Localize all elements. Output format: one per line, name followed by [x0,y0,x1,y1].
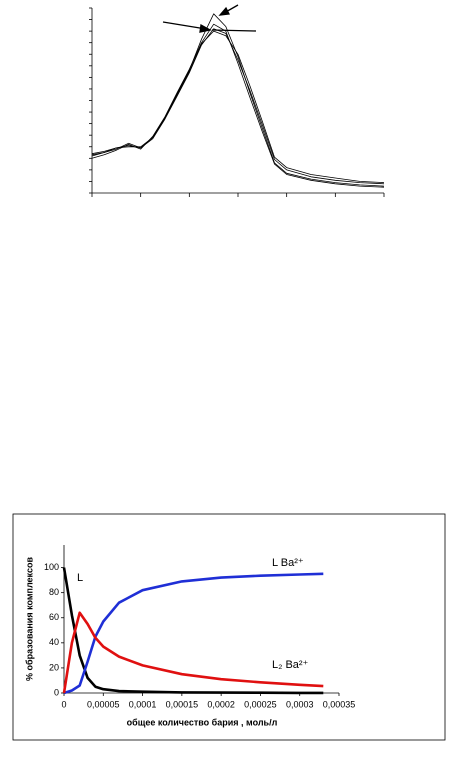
arrowhead [218,6,230,16]
series-line [62,567,324,695]
y-tick-label: 40 [49,637,59,647]
x-tick-label: 0,00015 [166,699,199,709]
x-tick-label: 0,00025 [244,699,277,709]
x-axis-title: общее количество бария , моль/л [127,717,278,727]
x-tick-label: 0,00005 [87,699,120,709]
y-tick-label: 60 [49,612,59,622]
arrow [162,21,207,30]
y-tick-label: 80 [49,587,59,597]
series-line [62,611,324,694]
arrowhead [199,23,212,33]
series-line [91,23,385,188]
y-axis-title: % образования комплексов [24,557,34,681]
series-line [91,28,385,185]
x-tick-label: 0,00035 [323,699,356,709]
y-tick-label: 100 [44,562,59,572]
series-line [91,30,385,183]
series-line [91,13,385,187]
arrows [162,4,257,33]
arrow [211,29,257,32]
chart-frame [12,513,446,741]
x-tick-label: 0,0003 [286,699,314,709]
series-label: L [77,572,83,584]
x-tick-label: 0,0001 [129,699,157,709]
y-tick-label: 20 [49,662,59,672]
x-tick-label: 0,0002 [207,699,235,709]
series-label: L Ba²⁺ [272,557,304,569]
series-label: L₂ Ba²⁺ [272,659,309,671]
x-tick-label: 0 [61,699,66,709]
series-line [63,572,324,695]
y-tick-label: 0 [54,687,59,697]
